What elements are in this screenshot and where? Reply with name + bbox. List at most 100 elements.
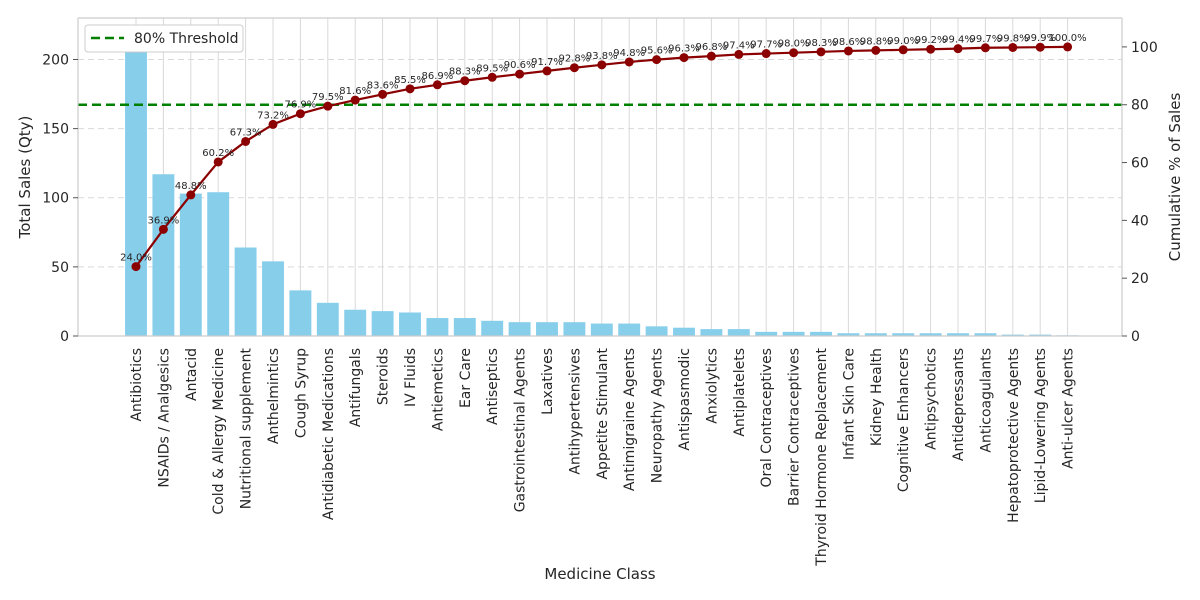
cumulative-data-label: 88.3% — [449, 67, 481, 78]
y-axis-right-ticks: 0 20 40 60 80 100 — [1122, 40, 1158, 345]
y-axis-right-label: Cumulative % of Sales — [1166, 93, 1184, 262]
cumulative-point — [460, 76, 470, 86]
legend-box — [84, 24, 244, 53]
cumulative-point — [158, 224, 168, 234]
cumulative-data-label: 98.8% — [860, 36, 892, 47]
x-axis-tick-label: Antipsychotics — [924, 348, 940, 450]
x-axis-tick-label: Lipid-Lowering Agents — [1033, 348, 1049, 503]
cumulative-point — [597, 60, 607, 70]
cumulative-data-label: 98.0% — [778, 39, 810, 50]
bar — [947, 333, 969, 336]
cumulative-point — [1063, 42, 1073, 52]
cumulative-data-label: 93.8% — [586, 51, 618, 62]
cumulative-data-label: 91.7% — [531, 57, 563, 68]
x-axis-tick-label: Kidney Health — [869, 348, 885, 446]
y-axis-right-tick-label: 20 — [1131, 271, 1149, 287]
x-axis-tick-label: Oral Contraceptives — [759, 348, 775, 488]
x-axis-tick-label: Gastrointestinal Agents — [513, 348, 529, 512]
cumulative-point — [761, 49, 771, 59]
cumulative-point — [295, 109, 305, 119]
x-axis-tick-label: Laxatives — [540, 348, 556, 415]
x-axis-tick-label: Neuropathy Agents — [650, 348, 666, 483]
cumulative-data-label: 97.4% — [723, 40, 755, 51]
cumulative-point — [816, 47, 826, 57]
cumulative-point — [515, 69, 525, 79]
cumulative-point — [843, 46, 853, 56]
cumulative-point — [1035, 42, 1045, 52]
cumulative-data-label: 90.6% — [504, 60, 536, 71]
x-axis-tick-label: IV Fluids — [403, 348, 419, 407]
legend: 80% Threshold — [84, 24, 244, 53]
bar — [700, 329, 723, 336]
cumulative-data-label: 85.5% — [394, 75, 426, 86]
bar — [1029, 334, 1052, 336]
bar — [892, 333, 915, 336]
bar — [919, 333, 942, 336]
bar — [563, 322, 586, 336]
bar — [837, 333, 860, 336]
x-axis-tick-label: Antibiotics — [129, 348, 145, 422]
cumulative-data-label: 76.9% — [285, 100, 317, 111]
cumulative-point — [405, 84, 415, 94]
x-axis-tick-label: Antidepressants — [951, 348, 967, 461]
bar — [234, 247, 257, 336]
x-axis-tick-label: Cold & Allergy Medicine — [211, 348, 227, 515]
cumulative-data-label: 98.3% — [805, 38, 837, 49]
bar — [207, 192, 230, 336]
cumulative-point — [186, 190, 196, 200]
axes — [77, 17, 1123, 337]
x-axis-tick-label: Cough Syrup — [293, 348, 309, 438]
bar — [262, 261, 284, 336]
bar — [399, 312, 421, 336]
x-axis-tick-label: Antimigraine Agents — [622, 348, 638, 491]
bar — [125, 34, 147, 336]
cumulative-point — [131, 262, 141, 272]
y-axis-left-label: Total Sales (Qty) — [16, 116, 34, 240]
cumulative-point — [706, 51, 716, 61]
bar — [645, 326, 668, 336]
cumulative-point — [980, 43, 990, 53]
cumulative-point — [542, 66, 552, 76]
cumulative-data-label: 79.5% — [312, 92, 344, 103]
cumulative-point — [624, 57, 634, 67]
cumulative-point — [953, 44, 963, 54]
bar — [618, 323, 641, 336]
y-axis-right-tick-label: 0 — [1131, 329, 1140, 345]
bar — [316, 302, 339, 336]
cumulative-data-label: 24.0% — [120, 253, 152, 264]
x-axis-tick-label: Antifungals — [348, 348, 364, 427]
y-axis-left-tick-label: 50 — [51, 260, 69, 276]
x-axis-tick-label: Anticoagulants — [978, 348, 994, 453]
bar — [810, 331, 832, 336]
x-axis-tick-label: Infant Skin Care — [841, 348, 857, 460]
x-axis-tick-label: Hepatoprotective Agents — [1006, 348, 1022, 523]
x-axis-tick-label: Antiemetics — [430, 348, 446, 431]
cumulative-point — [268, 119, 278, 129]
cumulative-data-label: 98.6% — [833, 37, 865, 48]
bar — [755, 331, 778, 336]
bar — [673, 327, 695, 336]
bar — [152, 174, 175, 336]
bar — [344, 309, 367, 336]
x-axis-tick-label: NSAIDs / Analgesics — [156, 348, 172, 488]
bar — [179, 193, 202, 336]
cumulative-data-label: 86.9% — [422, 71, 454, 82]
x-axis-label: Medicine Class — [544, 565, 655, 583]
cumulative-point — [378, 89, 388, 99]
cumulative-data-label: 83.6% — [367, 80, 399, 91]
y-axis-left-tick-label: 0 — [60, 329, 69, 345]
x-axis-tick-label: Cognitive Enhancers — [896, 348, 912, 492]
x-axis-tick-label: Antacid — [184, 348, 200, 401]
x-axis-tick-label: Barrier Contraceptives — [787, 348, 803, 506]
y-axis-right-tick-label: 60 — [1131, 156, 1149, 172]
cumulative-data-label: 67.3% — [230, 127, 262, 138]
bar — [727, 329, 750, 336]
cumulative-point — [789, 48, 799, 58]
cumulative-data-label: 97.7% — [750, 40, 782, 51]
x-axis-tick-label: Anti-ulcer Agents — [1061, 348, 1077, 469]
cumulative-data-label: 89.5% — [476, 63, 508, 74]
cumulative-data-label: 96.8% — [696, 42, 728, 53]
y-axis-left-tick-label: 200 — [42, 52, 69, 68]
cumulative-data-label: 96.3% — [668, 44, 700, 55]
cumulative-data-label: 60.2% — [202, 148, 234, 159]
